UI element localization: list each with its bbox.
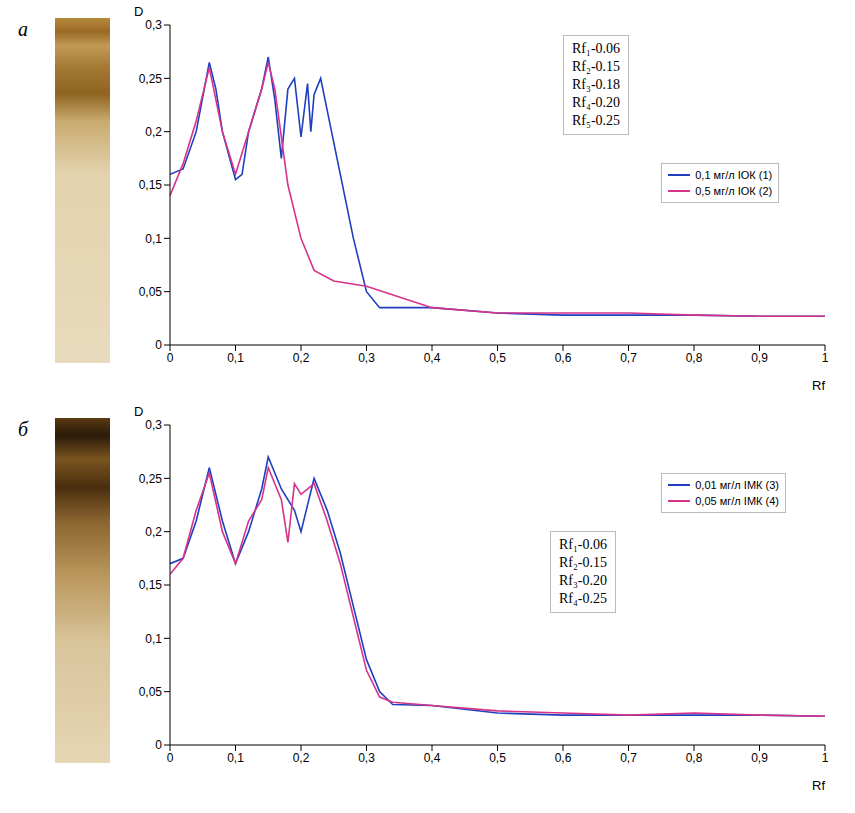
svg-text:0,5: 0,5 bbox=[489, 351, 506, 365]
html-text:0,05 мг/л ІМК (4): 0,05 мг/л ІМК (4) bbox=[695, 495, 779, 507]
html-text:D: D bbox=[134, 4, 144, 19]
svg-text:Rf: Rf bbox=[812, 378, 825, 393]
html-text:Rf₄-0.25: Rf₄-0.25 bbox=[558, 590, 607, 606]
html-text:Rf₁-0.06: Rf₁-0.06 bbox=[572, 40, 620, 56]
svg-text:0,2: 0,2 bbox=[145, 125, 162, 139]
html-text:Rf₄-0.20: Rf₄-0.20 bbox=[572, 94, 620, 110]
svg-text:0: 0 bbox=[155, 338, 162, 352]
svg-text:0,7: 0,7 bbox=[620, 351, 637, 365]
svg-text:1: 1 bbox=[822, 351, 829, 365]
html-text:a: a bbox=[18, 18, 28, 40]
svg-text:0,15: 0,15 bbox=[139, 178, 163, 192]
svg-text:0,6: 0,6 bbox=[555, 751, 572, 765]
html-text:Rf₂-0.15: Rf₂-0.15 bbox=[558, 554, 607, 570]
html-text:Rf₃-0.20: Rf₃-0.20 bbox=[558, 572, 607, 588]
svg-text:0,2: 0,2 bbox=[293, 351, 310, 365]
svg-text:0,9: 0,9 bbox=[751, 751, 768, 765]
svg-text:0,9: 0,9 bbox=[751, 351, 768, 365]
svg-text:0,3: 0,3 bbox=[358, 751, 375, 765]
svg-text:0,25: 0,25 bbox=[139, 472, 163, 486]
svg-text:0,3: 0,3 bbox=[145, 418, 162, 432]
html-text:Rf₃-0.18: Rf₃-0.18 bbox=[572, 76, 620, 92]
html-text:Rf₂-0.15: Rf₂-0.15 bbox=[572, 58, 620, 74]
svg-text:0,05: 0,05 bbox=[139, 285, 163, 299]
html-text:0,01 мг/л ІМК (3): 0,01 мг/л ІМК (3) bbox=[695, 479, 779, 491]
svg-text:0,2: 0,2 bbox=[145, 525, 162, 539]
html-text:Rf₁-0.06: Rf₁-0.06 bbox=[558, 536, 607, 552]
svg-text:0,3: 0,3 bbox=[358, 351, 375, 365]
html-text:0,5 мг/л ІОК (2): 0,5 мг/л ІОК (2) bbox=[695, 184, 773, 197]
svg-text:0,25: 0,25 bbox=[139, 72, 163, 86]
svg-text:0,6: 0,6 bbox=[555, 351, 572, 365]
html-text:D: D bbox=[134, 404, 144, 419]
html-text:б: б bbox=[18, 418, 29, 440]
svg-text:0,1: 0,1 bbox=[145, 232, 162, 246]
svg-text:0,15: 0,15 bbox=[139, 578, 163, 592]
svg-text:1: 1 bbox=[822, 751, 829, 765]
html-text:Rf₅-0.25: Rf₅-0.25 bbox=[572, 112, 620, 128]
svg-text:0,4: 0,4 bbox=[424, 351, 441, 365]
svg-text:0: 0 bbox=[167, 751, 174, 765]
svg-text:Rf: Rf bbox=[812, 778, 825, 793]
svg-text:0: 0 bbox=[167, 351, 174, 365]
svg-text:0,1: 0,1 bbox=[145, 632, 162, 646]
svg-text:0: 0 bbox=[155, 738, 162, 752]
svg-text:0,1: 0,1 bbox=[227, 351, 244, 365]
svg-text:0,7: 0,7 bbox=[620, 751, 637, 765]
svg-text:0,8: 0,8 bbox=[686, 751, 703, 765]
svg-text:0,1: 0,1 bbox=[227, 751, 244, 765]
svg-text:0,05: 0,05 bbox=[139, 685, 163, 699]
svg-text:0,2: 0,2 bbox=[293, 751, 310, 765]
html-text:0,1 мг/л ІОК (1): 0,1 мг/л ІОК (1) bbox=[695, 168, 773, 181]
svg-text:0,8: 0,8 bbox=[686, 351, 703, 365]
svg-text:0,4: 0,4 bbox=[424, 751, 441, 765]
svg-text:0,3: 0,3 bbox=[145, 18, 162, 32]
svg-text:0,5: 0,5 bbox=[489, 751, 506, 765]
